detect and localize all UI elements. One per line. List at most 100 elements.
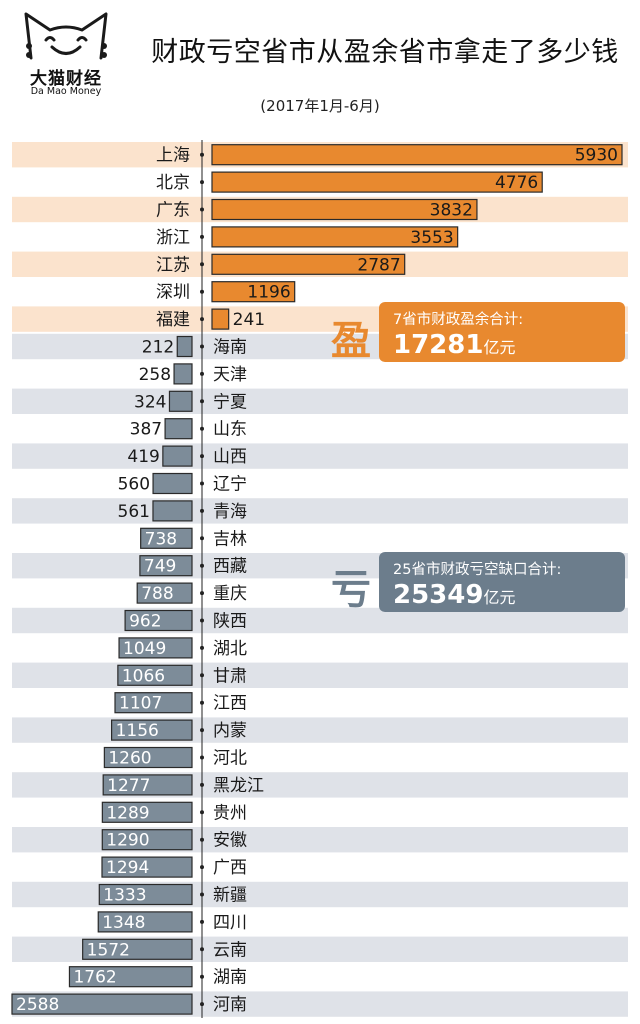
chart-title: 财政亏空省市从盈余省市拿走了多少钱 bbox=[151, 37, 619, 68]
value-label: 1277 bbox=[107, 776, 150, 796]
axis-dot bbox=[200, 317, 204, 322]
brand-logo bbox=[24, 12, 108, 60]
value-label: 212 bbox=[142, 338, 174, 358]
row-band bbox=[12, 498, 628, 524]
bar bbox=[136, 582, 193, 604]
value-label: 738 bbox=[145, 529, 177, 549]
value-label: 1333 bbox=[103, 886, 146, 906]
bar bbox=[152, 472, 193, 495]
axis-dot bbox=[200, 591, 204, 596]
category-label: 西藏 bbox=[213, 557, 247, 577]
surplus-total-unit: 亿元 bbox=[483, 338, 516, 357]
bar bbox=[211, 198, 478, 221]
bar bbox=[211, 308, 230, 330]
value-label: 4776 bbox=[495, 173, 538, 193]
row-band bbox=[12, 717, 628, 743]
bar bbox=[168, 390, 193, 412]
axis-dot bbox=[200, 344, 204, 349]
bar bbox=[211, 144, 623, 166]
bar bbox=[211, 226, 459, 248]
axis-dot bbox=[200, 755, 204, 760]
bar bbox=[211, 171, 543, 193]
category-label: 内蒙 bbox=[213, 721, 247, 741]
value-label: 1156 bbox=[116, 721, 159, 741]
category-label: 湖南 bbox=[213, 968, 247, 988]
bar bbox=[211, 281, 296, 303]
axis-dot bbox=[200, 892, 204, 897]
value-label: 1294 bbox=[106, 858, 149, 878]
category-label: 青海 bbox=[213, 502, 247, 522]
bar bbox=[98, 883, 193, 906]
deficit-mark: 亏 bbox=[331, 567, 371, 613]
value-label: 1107 bbox=[119, 694, 162, 714]
value-label: 560 bbox=[118, 475, 150, 495]
bar bbox=[101, 801, 193, 823]
category-label: 浙江 bbox=[156, 228, 190, 248]
axis-dot bbox=[200, 536, 204, 541]
axis-dot bbox=[200, 782, 204, 787]
brand-name-cn: 大猫财经 bbox=[30, 69, 102, 89]
category-label: 辽宁 bbox=[213, 475, 247, 495]
category-label: 山东 bbox=[213, 420, 247, 440]
category-label: 新疆 bbox=[213, 886, 247, 906]
axis-dot bbox=[200, 947, 204, 952]
axis-dot bbox=[200, 289, 204, 294]
category-label: 江苏 bbox=[156, 255, 190, 275]
chart-subtitle: (2017年1月-6月) bbox=[260, 97, 380, 115]
category-label: 黑龙江 bbox=[213, 776, 264, 796]
bar bbox=[211, 253, 406, 275]
category-label: 河北 bbox=[213, 749, 247, 769]
category-label: 甘肃 bbox=[213, 666, 247, 686]
axis-dot bbox=[200, 152, 204, 157]
bar bbox=[162, 445, 193, 467]
category-label: 吉林 bbox=[213, 529, 247, 549]
bar bbox=[103, 746, 193, 769]
category-label: 云南 bbox=[213, 940, 247, 960]
category-label: 海南 bbox=[213, 338, 247, 358]
surplus-total-value: 17281 bbox=[393, 330, 484, 360]
value-label: 962 bbox=[129, 612, 161, 632]
category-label: 安徽 bbox=[213, 831, 247, 851]
bar bbox=[139, 555, 193, 577]
surplus-total-caption: 7省市财政盈余合计: bbox=[393, 312, 524, 328]
category-label: 陕西 bbox=[213, 612, 247, 632]
surplus-total-callout: 7省市财政盈余合计: 17281亿元 bbox=[379, 302, 625, 362]
axis-dot bbox=[200, 399, 204, 404]
value-label: 1066 bbox=[122, 666, 165, 686]
row-band bbox=[12, 388, 628, 414]
bars bbox=[11, 144, 623, 1015]
axis-dot bbox=[200, 728, 204, 733]
brand-name-en: Da Mao Money bbox=[30, 86, 102, 97]
bar bbox=[164, 418, 193, 440]
axis-dot bbox=[200, 454, 204, 459]
axis-dot bbox=[200, 426, 204, 431]
surplus-total-value-line: 17281亿元 bbox=[393, 330, 515, 360]
axis-dot bbox=[200, 262, 204, 267]
value-label: 3832 bbox=[430, 201, 473, 221]
row-band bbox=[12, 443, 628, 469]
axis-dot bbox=[200, 180, 204, 185]
value-label: 5930 bbox=[575, 146, 618, 166]
category-label: 广东 bbox=[156, 201, 190, 221]
axis-dot bbox=[200, 919, 204, 924]
category-label: 江西 bbox=[213, 694, 247, 714]
value-label: 788 bbox=[141, 584, 173, 604]
bar bbox=[118, 637, 193, 659]
category-label: 湖北 bbox=[213, 639, 247, 659]
category-label: 深圳 bbox=[156, 283, 190, 303]
value-label: 241 bbox=[233, 310, 265, 330]
value-label: 258 bbox=[139, 365, 171, 385]
axis-dot bbox=[200, 234, 204, 239]
bar bbox=[68, 966, 193, 988]
labels: 上海 5930 北京 4776 广东 3832 浙江 3553 江苏 2787 深圳 1196 福建 24… bbox=[16, 146, 618, 1015]
value-label: 419 bbox=[127, 447, 159, 467]
bar bbox=[176, 335, 193, 358]
value-label: 1348 bbox=[102, 913, 145, 933]
deficit-total-caption: 25省市财政亏空缺口合计: bbox=[393, 562, 562, 578]
category-label: 北京 bbox=[156, 173, 190, 193]
axis-dot bbox=[200, 563, 204, 568]
value-label: 2588 bbox=[16, 995, 59, 1015]
bar bbox=[117, 664, 193, 686]
deficit-total-unit: 亿元 bbox=[483, 588, 516, 607]
